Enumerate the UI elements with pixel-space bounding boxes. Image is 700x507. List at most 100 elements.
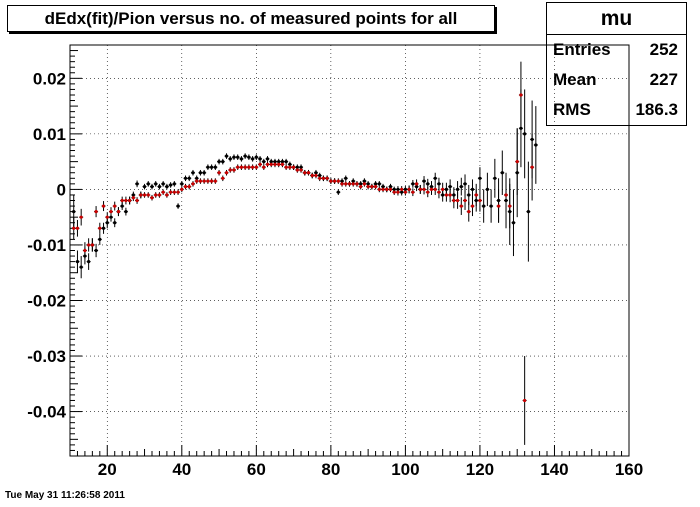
- data-point-red: [329, 179, 333, 183]
- data-point-red: [403, 190, 407, 194]
- data-point-black: [87, 260, 91, 264]
- data-point-black: [232, 155, 236, 159]
- data-point-black: [489, 204, 493, 208]
- data-point-black: [284, 160, 288, 164]
- data-point-red: [299, 168, 303, 172]
- data-point-black: [437, 182, 441, 186]
- data-point-black: [94, 248, 98, 253]
- data-point-red: [120, 198, 124, 203]
- data-point-red: [98, 226, 102, 230]
- data-point-black: [470, 187, 475, 192]
- data-point-red: [221, 176, 225, 180]
- scatter-plot: 20 40 60 80 100 120 140 160 0.02 0.01 0 -0.01 -0.02 -…: [27, 44, 643, 479]
- data-point-red: [429, 187, 434, 192]
- data-point-black: [113, 221, 117, 225]
- data-point-red: [321, 176, 326, 180]
- data-point-red: [515, 160, 519, 164]
- data-point-red: [165, 193, 169, 197]
- data-point-black: [500, 171, 504, 175]
- x-tick-label: 100: [391, 460, 419, 479]
- x-tick-label: 40: [172, 460, 191, 479]
- data-point-red: [523, 398, 527, 403]
- data-point-black: [493, 176, 497, 180]
- data-point-red: [116, 210, 121, 214]
- data-point-red: [474, 193, 478, 197]
- data-point-black: [433, 176, 437, 180]
- data-point-red: [202, 179, 206, 183]
- data-point-red: [247, 165, 251, 169]
- data-point-black: [169, 183, 173, 187]
- data-point-red: [169, 190, 173, 194]
- data-point-black: [463, 182, 467, 186]
- data-point-red: [437, 190, 441, 194]
- data-point-black: [198, 171, 203, 175]
- data-point-red: [504, 193, 508, 197]
- data-point-black: [243, 154, 247, 158]
- data-point-black: [206, 165, 210, 169]
- data-point-red: [124, 198, 128, 203]
- data-point-black: [426, 182, 430, 186]
- data-point-red: [418, 187, 422, 192]
- data-point-red: [87, 243, 91, 247]
- data-point-black: [172, 182, 176, 186]
- data-point-black: [381, 185, 385, 189]
- data-point-red: [161, 190, 165, 194]
- data-point-black: [239, 157, 244, 161]
- data-point-red: [206, 179, 210, 183]
- stats-name: mu: [547, 3, 686, 35]
- data-point-red: [508, 204, 512, 208]
- data-point-black: [165, 185, 169, 189]
- data-point-black: [251, 157, 255, 161]
- data-point-red: [452, 198, 456, 203]
- data-point-black: [526, 210, 530, 214]
- data-point-red: [381, 187, 385, 192]
- data-point-red: [239, 165, 244, 169]
- data-point-red: [344, 182, 348, 186]
- data-point-black: [224, 154, 229, 158]
- data-point-red: [310, 173, 314, 178]
- data-point-black: [351, 179, 355, 183]
- data-point-red: [355, 182, 359, 186]
- data-point-red: [444, 193, 448, 197]
- data-point-red: [94, 210, 98, 214]
- data-point-red: [306, 171, 311, 175]
- data-point-black: [183, 176, 188, 180]
- data-point-red: [198, 179, 203, 183]
- data-point-black: [523, 132, 527, 136]
- data-point-red: [224, 171, 229, 175]
- data-point-red: [362, 182, 367, 186]
- data-point-red: [519, 93, 523, 97]
- data-point-red: [414, 182, 419, 186]
- data-point-red: [128, 198, 132, 203]
- data-point-red: [470, 204, 475, 208]
- data-point-black: [142, 185, 147, 189]
- data-point-black: [336, 190, 340, 194]
- data-point-black: [534, 143, 538, 147]
- data-point-black: [72, 210, 76, 214]
- data-point-red: [277, 162, 281, 167]
- data-point-black: [482, 204, 486, 208]
- data-point-red: [530, 165, 534, 169]
- data-point-red: [455, 198, 460, 203]
- data-point-red: [195, 179, 199, 183]
- data-point-black: [254, 155, 258, 159]
- stats-rms-value: 186.3: [635, 100, 678, 119]
- data-point-red: [180, 187, 184, 192]
- data-point-red: [463, 198, 467, 203]
- data-point-red: [426, 190, 430, 194]
- y-tick-label: -0.01: [27, 236, 66, 255]
- data-point-red: [236, 165, 240, 169]
- data-point-black: [191, 171, 195, 175]
- data-point-black: [176, 204, 180, 208]
- data-point-black: [154, 182, 158, 186]
- stats-rms-label: RMS: [553, 100, 591, 119]
- data-point-red: [79, 215, 83, 219]
- data-point-black: [455, 187, 460, 192]
- data-point-red: [262, 165, 266, 169]
- data-point-red: [396, 190, 400, 194]
- stats-entries-value: 252: [649, 40, 678, 59]
- data-point-red: [292, 165, 296, 169]
- x-tick-label: 120: [466, 460, 494, 479]
- data-point-red: [83, 248, 87, 253]
- data-point-red: [269, 162, 273, 167]
